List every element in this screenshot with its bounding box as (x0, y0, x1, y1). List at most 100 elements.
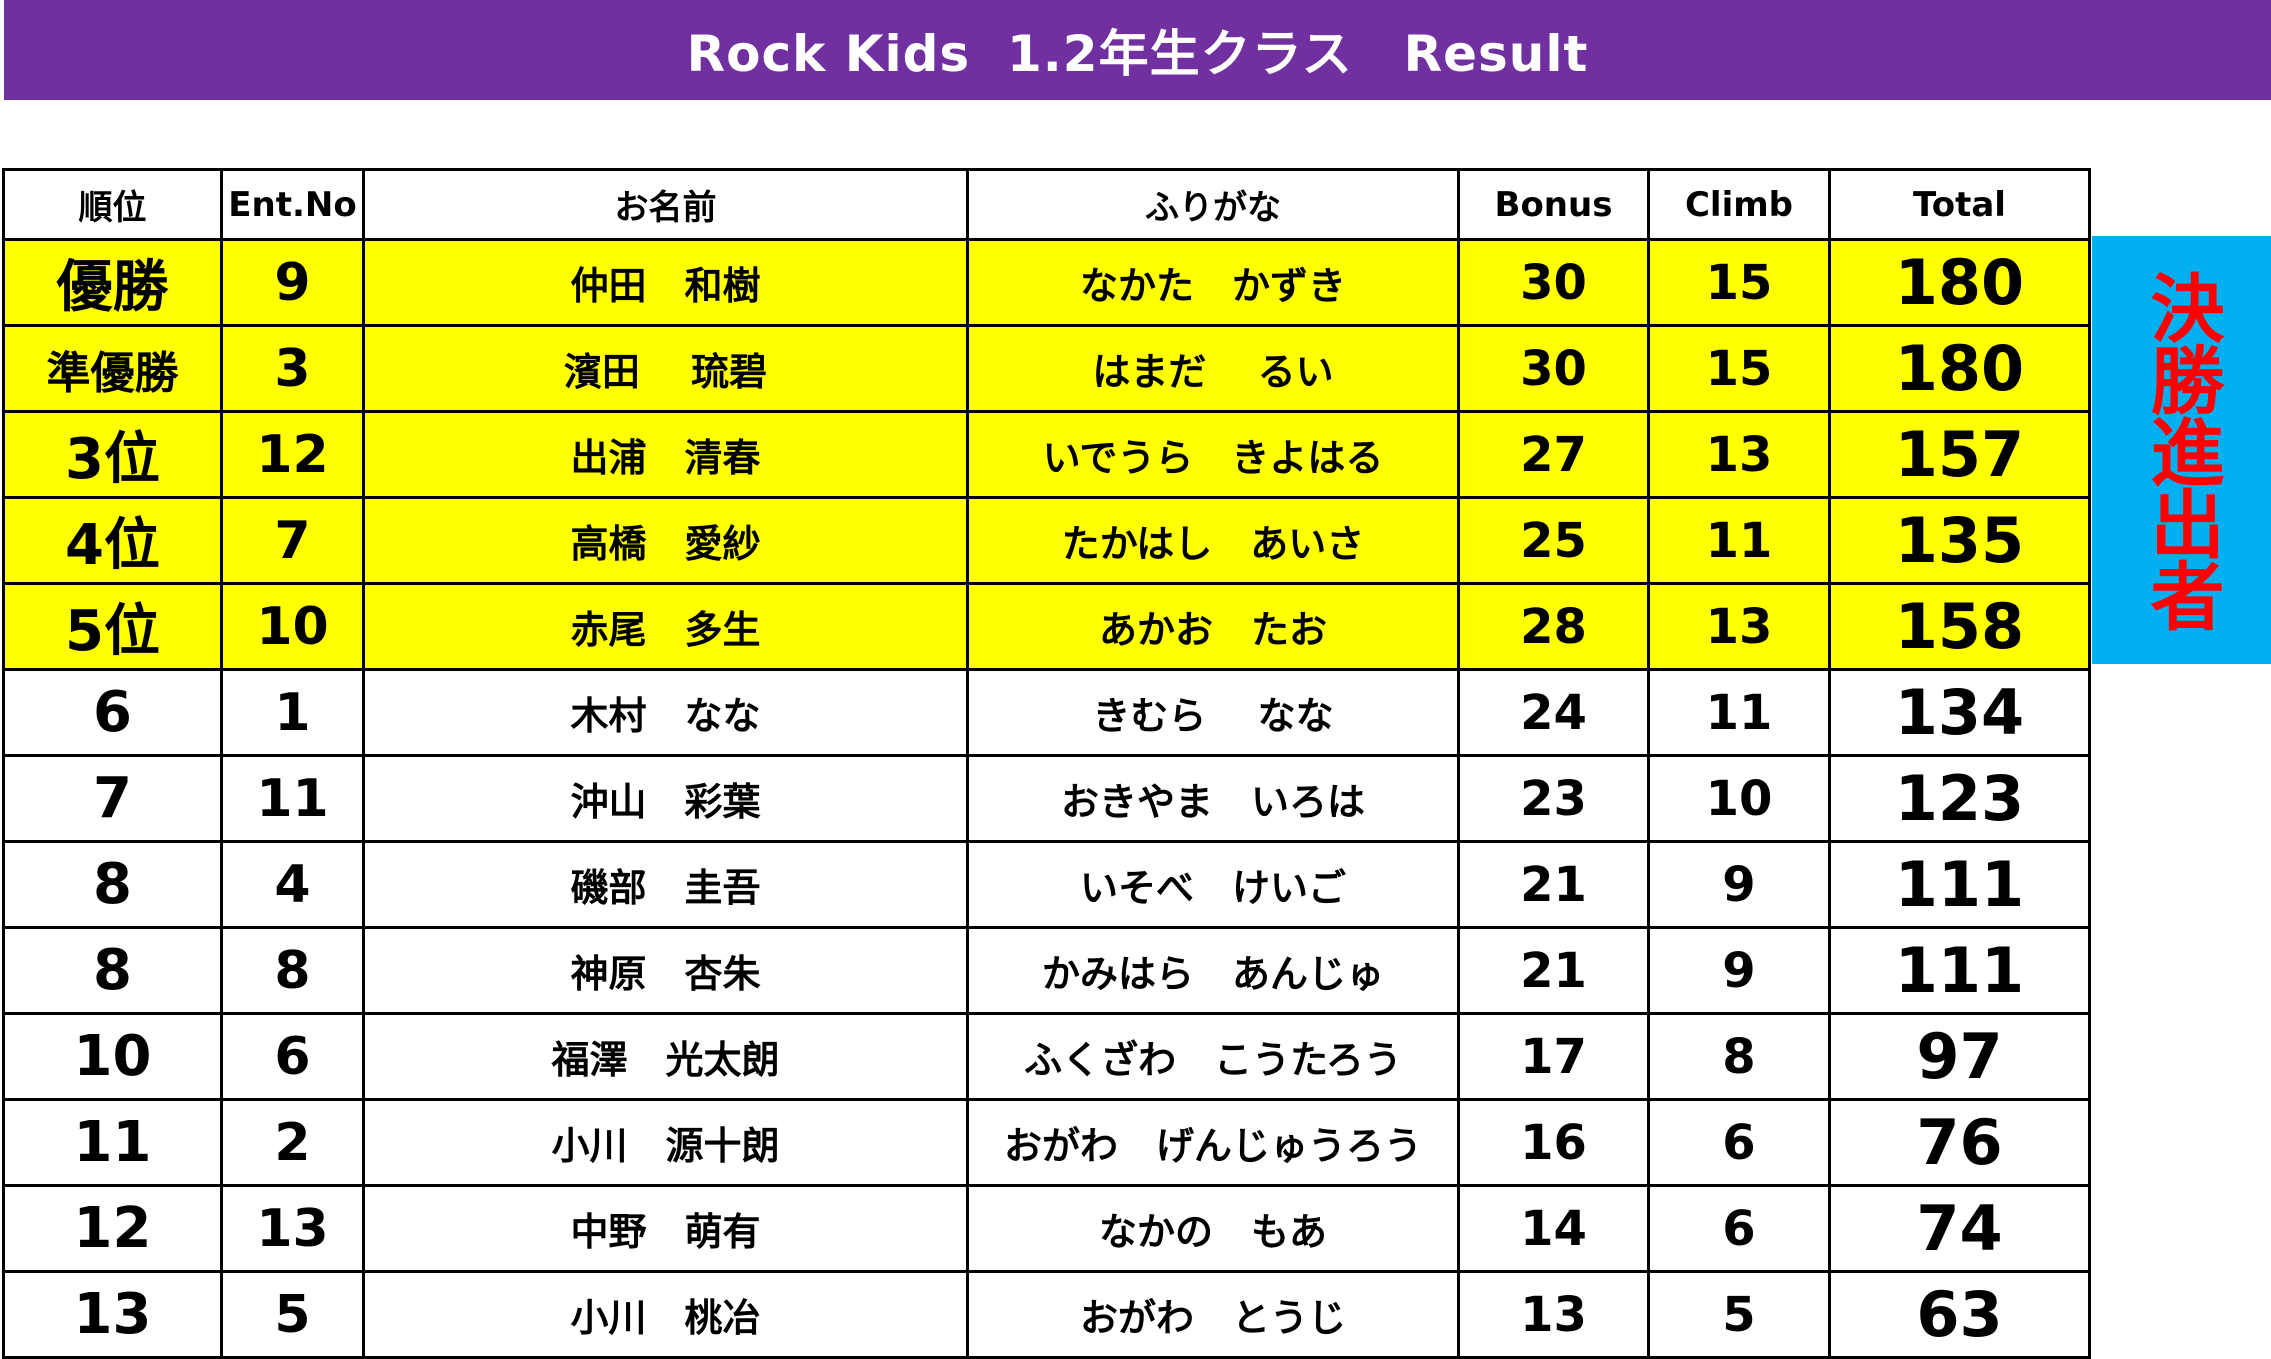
cell-furigana: あかお たお (966, 582, 1460, 671)
header-name: お名前 (362, 168, 969, 241)
header-row: 順位 Ent.No お名前 ふりがな Bonus Climb Total (2, 168, 2091, 241)
table-row: 11 2 小川 源十朗 おがわ げんじゅうろう 16 6 76 (2, 1098, 2091, 1187)
cell-name: 高橋 愛紗 (362, 496, 969, 585)
table-row: 7 11 沖山 彩葉 おきやま いろは 23 10 123 (2, 754, 2091, 843)
cell-rank: 優勝 (2, 238, 223, 327)
results-table: 順位 Ent.No お名前 ふりがな Bonus Climb Total 優勝 9… (2, 168, 2091, 1359)
table-row: 10 6 福澤 光太朗 ふくざわ こうたろう 17 8 97 (2, 1012, 2091, 1101)
cell-climb: 13 (1647, 582, 1831, 671)
table-row: 優勝 9 仲田 和樹 なかた かずき 30 15 180 (2, 238, 2091, 327)
cell-bonus: 16 (1457, 1098, 1650, 1187)
cell-furigana: いそべ けいご (966, 840, 1460, 929)
cell-ent-no: 13 (220, 1184, 365, 1273)
header-total: Total (1828, 168, 2091, 241)
cell-total: 180 (1828, 324, 2091, 413)
cell-furigana: なかた かずき (966, 238, 1460, 327)
cell-climb: 11 (1647, 668, 1831, 757)
cell-rank: 11 (2, 1098, 223, 1187)
finalists-label: 決勝進出者 (2092, 236, 2271, 664)
cell-climb: 5 (1647, 1270, 1831, 1359)
cell-furigana: おがわ とうじ (966, 1270, 1460, 1359)
cell-ent-no: 3 (220, 324, 365, 413)
cell-rank: 8 (2, 840, 223, 929)
cell-name: 赤尾 多生 (362, 582, 969, 671)
cell-bonus: 23 (1457, 754, 1650, 843)
cell-ent-no: 9 (220, 238, 365, 327)
cell-furigana: たかはし あいさ (966, 496, 1460, 585)
table-row: 準優勝 3 濱田 琉碧 はまだ るい 30 15 180 (2, 324, 2091, 413)
cell-furigana: ふくざわ こうたろう (966, 1012, 1460, 1101)
header-furigana: ふりがな (966, 168, 1460, 241)
cell-name: 中野 萌有 (362, 1184, 969, 1273)
table-row: 8 4 磯部 圭吾 いそべ けいご 21 9 111 (2, 840, 2091, 929)
cell-name: 小川 源十朗 (362, 1098, 969, 1187)
cell-ent-no: 12 (220, 410, 365, 499)
cell-furigana: はまだ るい (966, 324, 1460, 413)
cell-name: 磯部 圭吾 (362, 840, 969, 929)
cell-name: 出浦 清春 (362, 410, 969, 499)
cell-ent-no: 10 (220, 582, 365, 671)
cell-total: 111 (1828, 926, 2091, 1015)
header-ent-no: Ent.No (220, 168, 365, 241)
table-row: 12 13 中野 萌有 なかの もあ 14 6 74 (2, 1184, 2091, 1273)
cell-furigana: きむら なな (966, 668, 1460, 757)
header-climb: Climb (1647, 168, 1831, 241)
cell-total: 97 (1828, 1012, 2091, 1101)
cell-ent-no: 2 (220, 1098, 365, 1187)
table-row: 5位 10 赤尾 多生 あかお たお 28 13 158 (2, 582, 2091, 671)
cell-name: 小川 桃冶 (362, 1270, 969, 1359)
cell-bonus: 21 (1457, 926, 1650, 1015)
cell-climb: 10 (1647, 754, 1831, 843)
cell-ent-no: 7 (220, 496, 365, 585)
cell-climb: 15 (1647, 238, 1831, 327)
cell-bonus: 24 (1457, 668, 1650, 757)
cell-ent-no: 11 (220, 754, 365, 843)
table-row: 4位 7 高橋 愛紗 たかはし あいさ 25 11 135 (2, 496, 2091, 585)
cell-total: 63 (1828, 1270, 2091, 1359)
cell-name: 仲田 和樹 (362, 238, 969, 327)
cell-ent-no: 5 (220, 1270, 365, 1359)
cell-bonus: 13 (1457, 1270, 1650, 1359)
table-row: 6 1 木村 なな きむら なな 24 11 134 (2, 668, 2091, 757)
cell-climb: 15 (1647, 324, 1831, 413)
cell-ent-no: 1 (220, 668, 365, 757)
cell-bonus: 17 (1457, 1012, 1650, 1101)
cell-ent-no: 6 (220, 1012, 365, 1101)
cell-total: 74 (1828, 1184, 2091, 1273)
cell-ent-no: 8 (220, 926, 365, 1015)
cell-name: 沖山 彩葉 (362, 754, 969, 843)
table-row: 8 8 神原 杏朱 かみはら あんじゅ 21 9 111 (2, 926, 2091, 1015)
cell-bonus: 14 (1457, 1184, 1650, 1273)
table-row: 3位 12 出浦 清春 いでうら きよはる 27 13 157 (2, 410, 2091, 499)
cell-rank: 10 (2, 1012, 223, 1101)
cell-name: 濱田 琉碧 (362, 324, 969, 413)
cell-ent-no: 4 (220, 840, 365, 929)
cell-furigana: なかの もあ (966, 1184, 1460, 1273)
cell-climb: 11 (1647, 496, 1831, 585)
cell-rank: 7 (2, 754, 223, 843)
header-rank: 順位 (2, 168, 223, 241)
cell-name: 神原 杏朱 (362, 926, 969, 1015)
cell-climb: 9 (1647, 840, 1831, 929)
cell-rank: 5位 (2, 582, 223, 671)
cell-furigana: おがわ げんじゅうろう (966, 1098, 1460, 1187)
cell-rank: 4位 (2, 496, 223, 585)
cell-total: 123 (1828, 754, 2091, 843)
cell-name: 福澤 光太朗 (362, 1012, 969, 1101)
cell-bonus: 25 (1457, 496, 1650, 585)
cell-total: 157 (1828, 410, 2091, 499)
cell-bonus: 27 (1457, 410, 1650, 499)
cell-climb: 6 (1647, 1184, 1831, 1273)
cell-climb: 8 (1647, 1012, 1831, 1101)
cell-rank: 3位 (2, 410, 223, 499)
table-row: 13 5 小川 桃冶 おがわ とうじ 13 5 63 (2, 1270, 2091, 1359)
cell-furigana: いでうら きよはる (966, 410, 1460, 499)
cell-climb: 13 (1647, 410, 1831, 499)
cell-climb: 9 (1647, 926, 1831, 1015)
cell-bonus: 30 (1457, 324, 1650, 413)
cell-total: 76 (1828, 1098, 2091, 1187)
cell-rank: 8 (2, 926, 223, 1015)
header-bonus: Bonus (1457, 168, 1650, 241)
cell-total: 135 (1828, 496, 2091, 585)
cell-name: 木村 なな (362, 668, 969, 757)
